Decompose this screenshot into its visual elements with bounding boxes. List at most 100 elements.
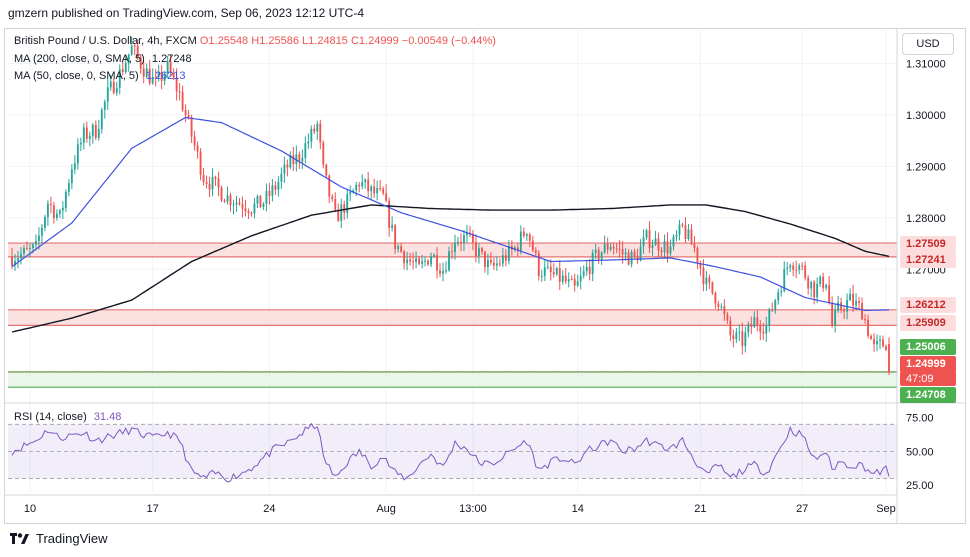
candle-body <box>615 248 618 250</box>
candle-body <box>304 143 307 159</box>
candle-body <box>729 320 732 336</box>
candle-body <box>133 45 136 47</box>
candle-body <box>768 309 771 325</box>
candle-body <box>35 241 37 245</box>
candle-body <box>274 185 277 190</box>
candle-body <box>172 72 175 78</box>
candle-body <box>858 301 861 304</box>
candle-body <box>415 258 418 263</box>
candle-body <box>567 279 570 282</box>
candle-body <box>178 91 181 93</box>
candle-body <box>238 202 241 205</box>
candle-body <box>106 87 109 102</box>
candle-body <box>229 195 232 206</box>
candle-body <box>226 195 229 202</box>
candle-body <box>822 276 825 289</box>
time-tick-label: 27 <box>796 503 808 515</box>
candle-body <box>879 339 881 341</box>
change-value: −0.00549 (−0.44%) <box>401 35 496 47</box>
publisher-line: gmzern published on TradingView.com, Sep… <box>8 6 364 20</box>
time-tick-label: 13:00 <box>459 503 487 515</box>
price-tick-label: 1.28000 <box>906 213 946 225</box>
candle-body <box>681 224 684 226</box>
candle-body <box>127 54 130 64</box>
candle-body <box>358 184 361 187</box>
candle-body <box>624 252 627 255</box>
candle-body <box>202 174 205 182</box>
candle-body <box>58 210 61 214</box>
candle-body <box>477 248 480 257</box>
candle-body <box>735 332 738 340</box>
candle-body <box>424 260 426 262</box>
candle-body <box>876 340 878 345</box>
candle-body <box>220 187 223 201</box>
candle-body <box>17 258 19 261</box>
candle-body <box>160 71 163 81</box>
candle-body <box>792 265 795 270</box>
candle-body <box>540 275 543 277</box>
candle-body <box>211 176 214 190</box>
candle-body <box>292 155 295 165</box>
candle-body <box>522 231 525 236</box>
candle-body <box>112 81 115 93</box>
candle-body <box>693 243 696 248</box>
candle-body <box>609 246 612 250</box>
symbol-label: British Pound / U.S. Dollar, 4h, FXCM <box>14 35 197 47</box>
candle-body <box>175 77 178 92</box>
candle-body <box>846 300 849 312</box>
candle-body <box>756 317 759 326</box>
candle-body <box>648 230 651 248</box>
candle-body <box>280 173 283 182</box>
candle-body <box>130 45 133 55</box>
candle-body <box>603 243 606 253</box>
candle-body <box>834 310 837 326</box>
candle-body <box>103 101 106 110</box>
candle-body <box>684 225 687 239</box>
rsi-tick-label: 25.00 <box>906 480 934 492</box>
legend-ma200-row[interactable]: MA (200, close, 0, SMA, 5) 1.27248 <box>14 53 192 65</box>
candle-body <box>537 252 540 277</box>
candle-body <box>277 181 280 190</box>
ma50-value: 1.26213 <box>145 70 186 82</box>
candle-body <box>870 335 872 339</box>
candle-body <box>738 331 741 333</box>
candle-body <box>193 136 196 146</box>
candle-body <box>418 258 421 264</box>
candle-body <box>708 277 711 283</box>
tag-last-price: 1.24999 <box>900 356 956 373</box>
candle-body <box>777 292 780 301</box>
candle-body <box>852 293 855 306</box>
candle-body <box>762 331 765 334</box>
legend-ma50-row[interactable]: MA (50, close, 0, SMA, 5) 1.26213 <box>14 70 186 82</box>
currency-button[interactable]: USD <box>902 33 954 55</box>
candle-body <box>142 68 145 77</box>
candle-body <box>301 158 304 162</box>
candle-body <box>612 246 615 249</box>
candle-body <box>151 76 154 84</box>
candle-body <box>20 253 22 259</box>
candle-body <box>139 57 142 69</box>
candle-body <box>531 240 534 251</box>
candle-body <box>561 275 564 282</box>
footer-branding[interactable]: TradingView <box>10 531 108 546</box>
candle-body <box>343 204 346 213</box>
candle-body <box>94 124 97 138</box>
candle-body <box>367 179 370 192</box>
candle-body <box>361 182 364 187</box>
candle-body <box>702 267 705 285</box>
ma200-line <box>11 204 890 333</box>
ma50-label: MA (50, close, 0, SMA, 5) <box>14 70 139 82</box>
zone-resistance-1 <box>8 243 897 257</box>
candle-body <box>46 203 49 217</box>
candle-body <box>525 234 528 236</box>
candle-body <box>789 265 792 268</box>
candle-body <box>732 335 735 340</box>
zone-resistance-2 <box>8 309 897 326</box>
candle-body <box>597 249 600 260</box>
legend-rsi-row[interactable]: RSI (14, close) 31.48 <box>14 411 121 423</box>
candle-body <box>124 63 127 73</box>
candle-body <box>235 202 238 205</box>
candle-body <box>38 235 40 242</box>
candle-body <box>570 279 573 281</box>
